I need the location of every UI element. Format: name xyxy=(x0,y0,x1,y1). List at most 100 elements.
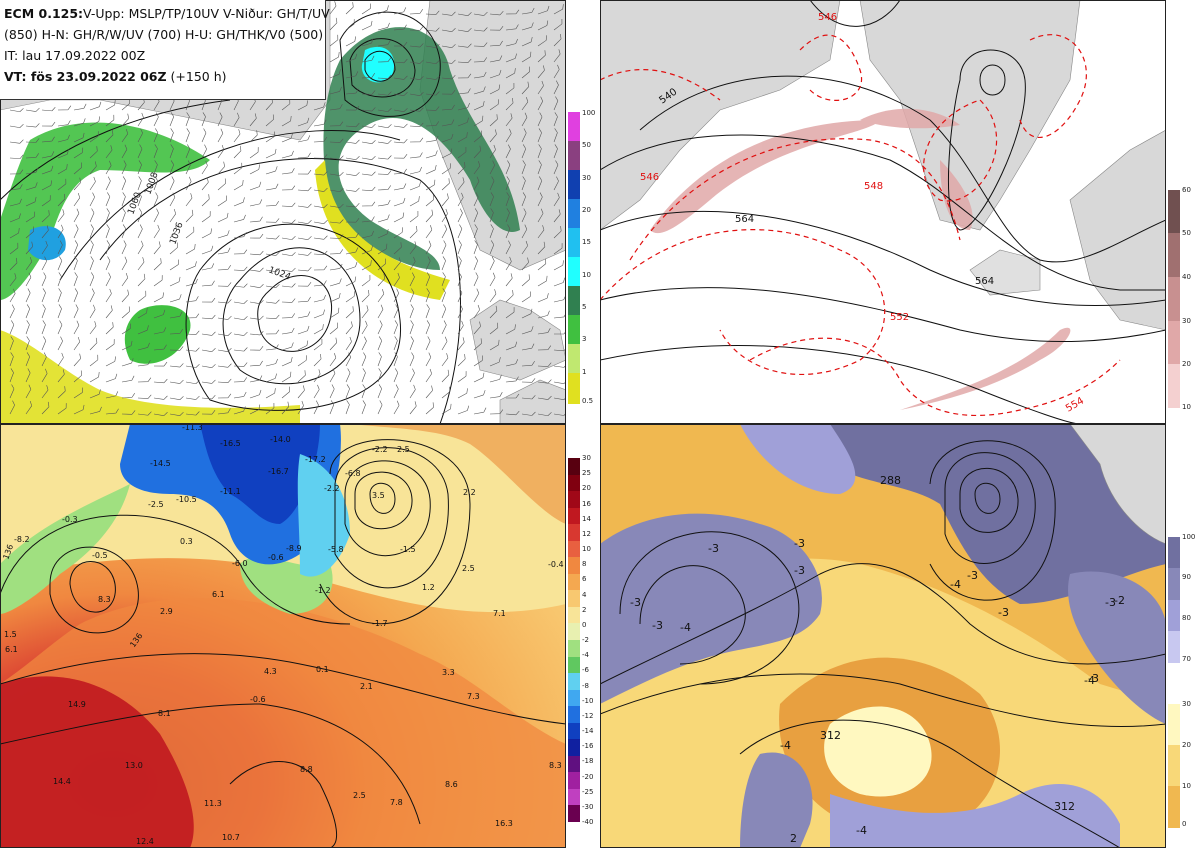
wind-barb xyxy=(505,24,519,31)
wind-barb xyxy=(41,240,48,255)
wind-barb xyxy=(473,240,478,255)
wind-barb xyxy=(409,91,424,96)
wind-barb xyxy=(313,219,328,224)
wind-barb xyxy=(489,272,496,287)
colorbar-segment xyxy=(1168,600,1180,631)
wind-barb xyxy=(505,160,511,175)
wind-barb xyxy=(73,288,78,303)
wind-barb xyxy=(345,336,352,351)
temperature-label: 2.5 xyxy=(397,445,410,454)
wind-barb xyxy=(505,359,519,367)
wind-barb xyxy=(409,122,424,127)
wind-barb xyxy=(233,406,246,415)
wind-barb xyxy=(41,385,49,399)
wind-barb xyxy=(9,288,16,303)
wind-barb xyxy=(345,218,360,223)
wind-barb xyxy=(329,203,344,208)
wind-barb xyxy=(409,196,420,207)
field-label: 312 xyxy=(1054,800,1075,813)
temperature-label: 2.9 xyxy=(160,607,173,616)
wind-barb xyxy=(265,329,280,335)
wind-barb xyxy=(553,160,559,175)
wind-barb xyxy=(153,395,168,400)
temperature-label: -6.8 xyxy=(345,469,361,478)
wind-barb xyxy=(489,176,495,191)
wind-barb xyxy=(521,160,526,175)
wind-barb xyxy=(409,59,424,64)
wind-barb xyxy=(121,323,132,335)
temp-green-zone xyxy=(0,484,130,614)
wind-barb xyxy=(73,162,82,175)
wind-barb xyxy=(313,119,327,127)
temperature-label: 3.5 xyxy=(372,491,385,500)
wind-barb xyxy=(505,341,518,351)
colorbar-segment xyxy=(568,257,580,286)
wind-barb xyxy=(537,412,552,417)
wind-barb xyxy=(153,241,161,255)
wind-barb xyxy=(521,343,535,351)
info-line-1: ECM 0.125:V-Upp: MSLP/TP/10UV V-Niður: G… xyxy=(4,6,330,21)
field-label: -3 xyxy=(1088,672,1099,685)
wind-barb xyxy=(345,105,360,111)
wind-barb xyxy=(169,160,174,175)
land-canada xyxy=(600,0,841,231)
colorbar-segment xyxy=(1168,745,1180,786)
wind-barb xyxy=(457,256,462,271)
cloud-band-south xyxy=(740,752,813,848)
wind-barb xyxy=(169,411,184,416)
wind-barb xyxy=(249,315,264,320)
wind-barb xyxy=(265,251,280,256)
field-label: -4 xyxy=(680,621,691,634)
legend-label: 100 xyxy=(582,109,596,117)
wind-barb xyxy=(153,224,160,239)
field-label: -2 xyxy=(1114,594,1125,607)
field-label: -3 xyxy=(652,619,663,632)
wind-barb xyxy=(153,361,168,367)
wind-barb xyxy=(457,405,470,415)
wind-barb xyxy=(457,224,463,239)
wind-barb xyxy=(345,88,359,95)
wind-barb xyxy=(121,306,130,319)
wind-barb xyxy=(505,324,516,335)
temperature-label: 12.4 xyxy=(136,837,154,846)
wind-barb xyxy=(361,155,376,160)
legend-label: 30 xyxy=(1182,317,1191,325)
wind-barb xyxy=(297,296,311,303)
wind-barb xyxy=(345,321,353,335)
wind-barb xyxy=(185,261,197,271)
wind-barb xyxy=(297,203,312,208)
temperature-label: 8.3 xyxy=(549,761,562,770)
wind-barb xyxy=(9,108,24,113)
wind-barb xyxy=(489,55,503,63)
wind-barb xyxy=(473,100,485,111)
legend-label: 80 xyxy=(1182,614,1191,622)
wind-barb xyxy=(537,225,545,239)
wind-barb xyxy=(233,112,240,127)
wind-barb xyxy=(233,197,245,207)
wind-barb xyxy=(473,208,479,223)
wind-barb xyxy=(233,362,248,367)
wind-barb xyxy=(73,177,81,191)
wind-barb xyxy=(249,164,260,175)
wind-barb xyxy=(425,209,434,223)
wind-barb xyxy=(361,3,372,15)
wind-barb xyxy=(361,171,376,176)
wind-barb xyxy=(521,22,534,31)
wind-barb xyxy=(121,128,129,143)
wind-barb xyxy=(345,156,360,160)
temperature-label: 2.5 xyxy=(462,564,475,573)
wind-barb xyxy=(137,394,152,399)
wind-barb xyxy=(41,368,48,383)
wind-barb xyxy=(249,346,264,351)
wind-barb xyxy=(25,304,30,319)
temperature-label: 0.1 xyxy=(316,665,329,674)
thickness-label: 546 xyxy=(818,12,837,23)
wind-barb xyxy=(553,176,559,191)
colorbar-segment xyxy=(568,772,580,790)
wind-barb xyxy=(9,123,24,128)
wind-barb xyxy=(393,257,401,271)
wind-barb xyxy=(457,27,472,32)
thickness-label: 552 xyxy=(890,312,909,323)
wind-barb xyxy=(361,245,373,255)
wind-barb xyxy=(217,112,223,127)
